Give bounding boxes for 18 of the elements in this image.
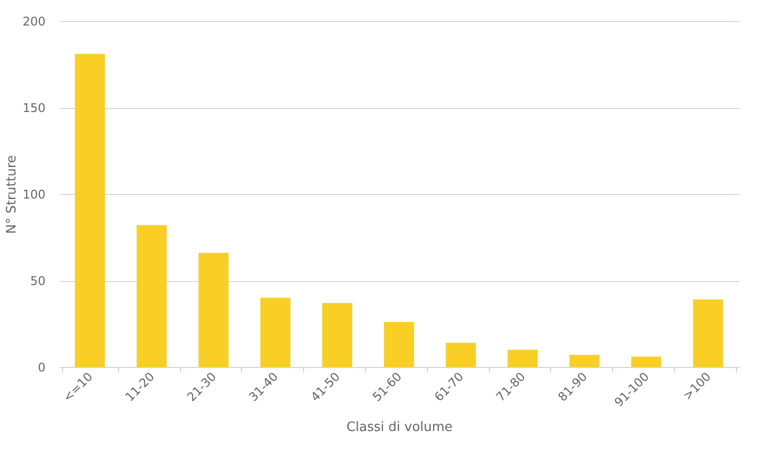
bar xyxy=(198,252,229,367)
bar xyxy=(322,302,352,367)
bar xyxy=(260,298,290,367)
bar xyxy=(74,54,105,367)
y-tick-label: 200 xyxy=(22,14,46,28)
x-axis-title: Classi di volume xyxy=(346,420,453,435)
y-tick-label: 0 xyxy=(38,360,46,374)
y-tick-label: 50 xyxy=(30,274,46,288)
bar xyxy=(508,350,538,367)
bar xyxy=(136,225,167,367)
y-tick-label: 150 xyxy=(22,101,46,115)
bar xyxy=(446,342,476,367)
bar xyxy=(693,300,724,367)
y-axis-title: N° Strutture xyxy=(4,155,20,234)
bar xyxy=(569,354,600,367)
bar xyxy=(631,356,662,367)
bar xyxy=(384,322,414,367)
y-tick-label: 100 xyxy=(22,188,46,202)
